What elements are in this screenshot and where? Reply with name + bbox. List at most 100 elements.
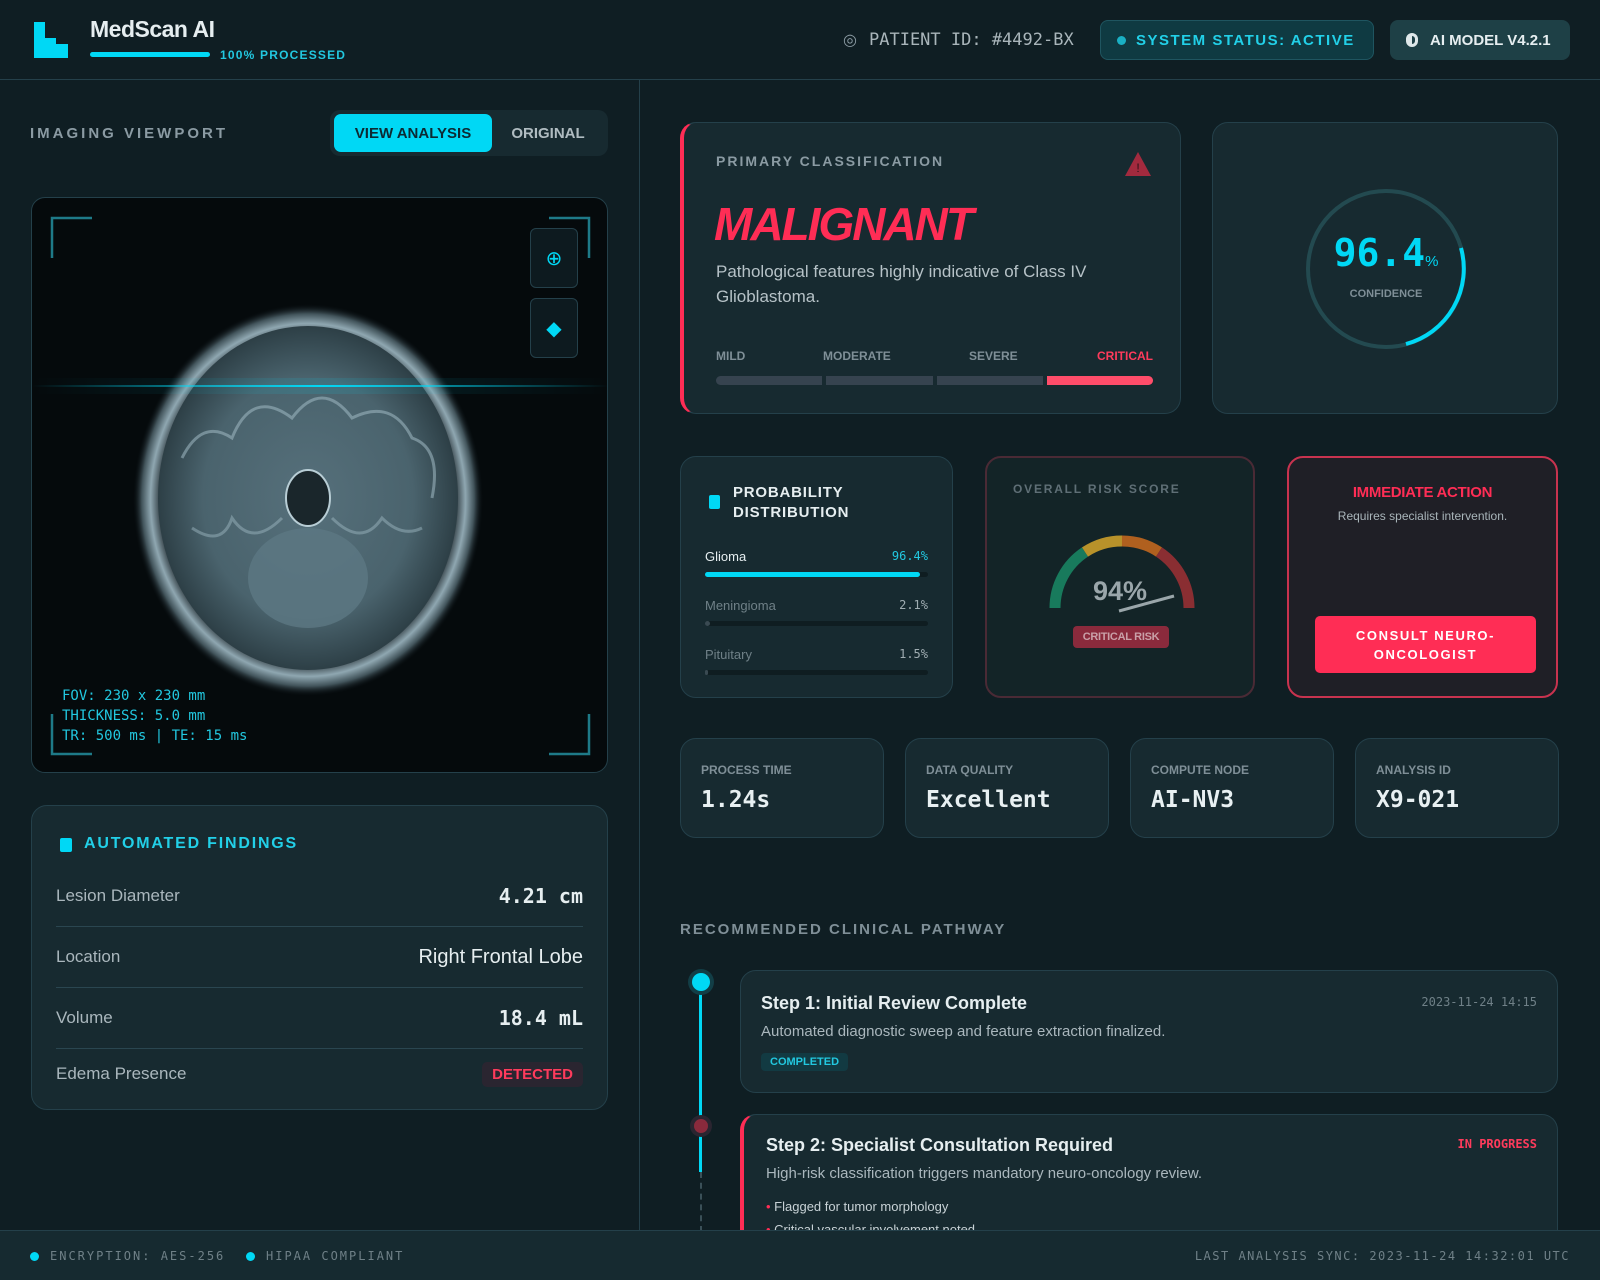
finding-value: 18.4 mL	[498, 1006, 583, 1030]
pathway-step-1: Step 1: Initial Review Complete 2023-11-…	[740, 970, 1558, 1093]
panel-divider	[639, 80, 640, 1230]
confidence-number: 96.4	[1333, 231, 1426, 275]
finding-row: Volume 18.4 mL	[56, 988, 583, 1049]
classification-description: Pathological features highly indicative …	[716, 262, 1087, 306]
processed-label: 100% PROCESSED	[220, 48, 347, 62]
probability-percent: 1.5%	[899, 647, 928, 661]
scan-metadata: FOV: 230 x 230 mm THICKNESS: 5.0 mm TR: …	[62, 686, 247, 746]
bullet-text: Flagged for tumor morphology	[774, 1199, 949, 1214]
view-analysis-tab[interactable]: VIEW ANALYSIS	[334, 114, 492, 152]
primary-classification-card: PRIMARY CLASSIFICATION ! MALIGNANT Patho…	[680, 122, 1181, 414]
severity-severe: SEVERE	[969, 349, 1018, 363]
hipaa-status: HIPAA COMPLIANT	[266, 1249, 405, 1263]
thickness-text: THICKNESS: 5.0 mm	[62, 708, 206, 724]
classification-title: PRIMARY CLASSIFICATION	[716, 153, 945, 169]
timeline-line	[699, 982, 702, 1172]
immediate-action-card: IMMEDIATE ACTION Requires specialist int…	[1287, 456, 1558, 698]
layers-icon[interactable]: ◆	[530, 298, 578, 358]
severity-moderate: MODERATE	[823, 349, 891, 363]
severity-segment	[826, 376, 933, 385]
severity-segment	[716, 376, 823, 385]
probability-bar	[705, 670, 709, 675]
severity-critical: CRITICAL	[1097, 349, 1153, 363]
finding-row: Location Right Frontal Lobe	[56, 927, 583, 988]
bar-chart-icon	[709, 495, 720, 509]
probability-bar	[705, 621, 710, 626]
finding-label: Edema Presence	[56, 1064, 187, 1083]
ai-model-text: AI MODEL V4.2.1	[1430, 31, 1551, 49]
timeline-dot-complete	[692, 973, 710, 991]
finding-row: Edema Presence DETECTED	[56, 1049, 583, 1099]
action-title: IMMEDIATE ACTION	[1352, 484, 1493, 501]
stat-analysis-id: ANALYSIS ID X9-021	[1355, 738, 1559, 838]
severity-segment	[936, 376, 1043, 385]
app-logo-icon	[34, 22, 68, 58]
stat-label: DATA QUALITY	[926, 763, 1014, 777]
finding-label: Location	[56, 947, 121, 966]
probability-item: Glioma 96.4%	[705, 549, 928, 597]
finding-label: Lesion Diameter	[56, 886, 180, 905]
confidence-card: 96.4% CONFIDENCE	[1212, 122, 1558, 414]
critical-risk-badge: CRITICAL RISK	[1073, 626, 1169, 648]
confidence-value: 96.4%	[1213, 231, 1559, 275]
probability-name: Meningioma	[705, 598, 776, 613]
in-progress-status: IN PROGRESS	[1457, 1137, 1537, 1151]
confidence-label: CONFIDENCE	[1349, 288, 1423, 300]
system-status-text: SYSTEM STATUS: ACTIVE	[1136, 31, 1355, 49]
encryption-dot-icon	[30, 1252, 39, 1261]
confidence-ring	[1306, 189, 1466, 349]
ai-model-badge: AI MODEL V4.2.1	[1390, 20, 1570, 60]
severity-scale	[716, 376, 1153, 385]
consult-neuro-oncologist-button[interactable]: CONSULT NEURO-ONCOLOGIST	[1315, 616, 1536, 673]
patient-id: PATIENT ID: #4492-BX	[869, 30, 1074, 50]
finding-value: Right Frontal Lobe	[418, 945, 583, 968]
step-description: High-risk classification triggers mandat…	[766, 1165, 1203, 1182]
stat-label: ANALYSIS ID	[1376, 763, 1451, 777]
encryption-status: ENCRYPTION: AES-256	[50, 1249, 226, 1263]
document-icon	[60, 838, 72, 852]
mri-scan-image	[32, 216, 607, 756]
stat-compute-node: COMPUTE NODE AI-NV3	[1130, 738, 1334, 838]
risk-gauge	[1049, 535, 1195, 613]
brain-icon	[1406, 33, 1418, 47]
stat-label: COMPUTE NODE	[1151, 763, 1250, 777]
findings-title: AUTOMATED FINDINGS	[84, 835, 299, 852]
severity-segment-active	[1046, 376, 1153, 385]
bullet-item: • Flagged for tumor morphology	[766, 1199, 949, 1214]
warning-icon: !	[1125, 152, 1151, 176]
automated-findings-card: AUTOMATED FINDINGS Lesion Diameter 4.21 c…	[31, 805, 608, 1110]
fov-text: FOV: 230 x 230 mm	[62, 688, 206, 704]
classification-result: MALIGNANT	[714, 198, 974, 250]
probability-distribution-card: PROBABILITY DISTRIBUTION Glioma 96.4% Men…	[680, 456, 953, 698]
zoom-in-icon[interactable]: ⊕	[530, 228, 578, 288]
stat-value: 1.24s	[701, 787, 771, 813]
app-footer: ENCRYPTION: AES-256 HIPAA COMPLIANT LAST…	[0, 1230, 1600, 1280]
finding-value: 4.21 cm	[498, 884, 583, 908]
original-tab[interactable]: ORIGINAL	[511, 124, 585, 142]
probability-item: Meningioma 2.1%	[705, 598, 928, 646]
app-header: MedScan AI 100% PROCESSED ◎ PATIENT ID: …	[0, 0, 1600, 80]
timeline-dot-in-progress	[694, 1119, 708, 1133]
action-subtitle: Requires specialist intervention.	[1337, 509, 1508, 523]
step-title: Step 2: Specialist Consultation Required	[766, 1135, 1114, 1155]
probability-name: Pituitary	[705, 647, 752, 662]
severity-labels: MILD MODERATE SEVERE CRITICAL	[716, 349, 1153, 365]
app-title: MedScan AI	[90, 16, 215, 42]
confidence-unit: %	[1425, 253, 1439, 270]
risk-title: OVERALL RISK SCORE	[1013, 482, 1181, 496]
tr-te-text: TR: 500 ms | TE: 15 ms	[62, 728, 248, 744]
step-title: Step 1: Initial Review Complete	[761, 993, 1028, 1013]
processing-progress-bar	[90, 52, 210, 57]
risk-value: 94%	[1092, 576, 1148, 606]
probability-title: PROBABILITY DISTRIBUTION	[733, 484, 850, 521]
probability-percent: 96.4%	[891, 549, 928, 563]
imaging-viewport[interactable]: ⊕ ◆ FOV: 230 x 230 mm THICKNESS: 5.0 mm …	[31, 197, 608, 773]
view-toggle: VIEW ANALYSIS ORIGINAL	[330, 110, 608, 156]
last-sync: LAST ANALYSIS SYNC: 2023-11-24 14:32:01 …	[1194, 1249, 1570, 1263]
probability-name: Glioma	[705, 549, 747, 564]
hipaa-dot-icon	[246, 1252, 255, 1261]
probability-bar	[705, 572, 920, 577]
stat-label: PROCESS TIME	[701, 763, 792, 777]
risk-score-card: OVERALL RISK SCORE 94% CRITICAL RISK	[985, 456, 1255, 698]
gauge-needle	[1118, 594, 1175, 613]
